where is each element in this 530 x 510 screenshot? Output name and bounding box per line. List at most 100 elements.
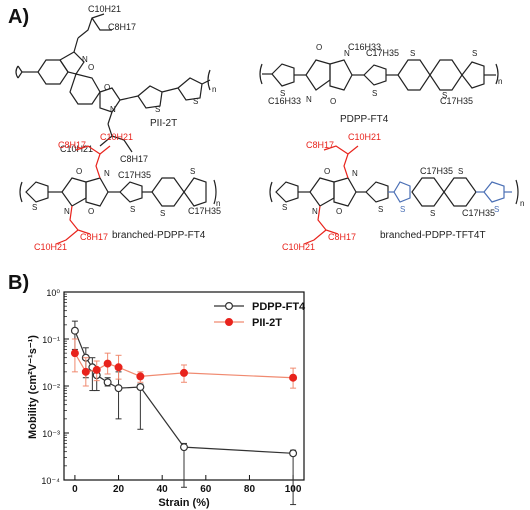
panel-a-label: A) (8, 6, 30, 28)
svg-text:O: O (76, 167, 82, 176)
pii-chain-c10h21-bottom: C10H21 (60, 144, 93, 154)
svg-text:S: S (160, 209, 165, 218)
data-point-0 (289, 449, 298, 458)
data-point-1 (114, 363, 123, 372)
chart-layer: 0 20 40 60 80 10010⁰10⁻¹10⁻²10⁻³10⁻⁴PDPP-FT4P… (41, 288, 306, 506)
branched-pdpp-tft4t-labels: C8H17 C10H21 C17H35 C17H35 C10H21 C8H17 … (282, 132, 524, 252)
svg-text:S: S (430, 209, 435, 218)
svg-text:S: S (155, 105, 160, 114)
data-point-1 (70, 349, 79, 358)
btft4t-chain-c17h35-top: C17H35 (420, 166, 453, 176)
svg-text:N: N (110, 105, 116, 114)
data-point-1 (180, 368, 189, 377)
svg-text:S: S (193, 97, 198, 106)
y-tick-label: 10⁻¹ (42, 335, 60, 345)
svg-text:N: N (306, 95, 312, 104)
pdpp-chain-c16h33-top: C16H33 (348, 42, 381, 52)
svg-text:N: N (352, 169, 358, 178)
btft4t-chain-c10h21-top: C10H21 (348, 132, 381, 142)
svg-text:N: N (104, 169, 110, 178)
data-point-0 (136, 383, 145, 392)
structure-branched-pdpp-tft4t (269, 145, 519, 245)
branched-pdpp-ft4-labels: C8H17 C10H21 C17H35 C17H35 C10H21 C8H17 … (32, 132, 221, 252)
btft4t-repeat-n: n (520, 199, 524, 208)
data-point-1 (103, 359, 112, 368)
pii-2t-name: PII-2T (150, 118, 177, 129)
svg-text:S: S (494, 205, 499, 214)
pdpp-chain-c17h35-bottom: C17H35 (440, 96, 473, 106)
pii-repeat-n: n (212, 85, 216, 94)
structure-pdpp-ft4 (259, 59, 499, 91)
bft4-chain-c8h17-bottom: C8H17 (80, 232, 108, 242)
svg-text:N: N (344, 49, 350, 58)
y-tick-label: 10⁻² (42, 382, 60, 392)
data-point-1 (81, 367, 90, 376)
data-point-1 (92, 365, 101, 374)
svg-text:S: S (130, 205, 135, 214)
svg-text:O: O (104, 83, 110, 92)
svg-text:S: S (458, 167, 463, 176)
y-tick-label: 10⁰ (46, 288, 60, 298)
svg-text:S: S (400, 205, 405, 214)
bft4-chain-c10h21-bottom: C10H21 (34, 242, 67, 252)
bft4-chain-c10h21-top: C10H21 (100, 132, 133, 142)
branched-pdpp-tft4t-name: branched-PDPP-TFT4T (380, 230, 486, 241)
structure-pii-2t (15, 13, 211, 153)
btft4t-chain-c17h35-bottom: C17H35 (462, 208, 495, 218)
pdpp-chain-c16h33-bottom: C16H33 (268, 96, 301, 106)
legend-marker-1 (225, 317, 234, 326)
bft4-repeat-n: n (216, 199, 220, 208)
data-point-0 (114, 384, 123, 393)
pii-chain-c8h17-top: C8H17 (108, 22, 136, 32)
bft4-chain-c8h17-top: C8H17 (58, 140, 86, 150)
svg-text:N: N (82, 55, 88, 64)
svg-text:S: S (190, 167, 195, 176)
svg-text:O: O (330, 97, 336, 106)
svg-text:S: S (32, 203, 37, 212)
bft4-chain-c17h35-top: C17H35 (118, 170, 151, 180)
pii-chain-c8h17-bottom: C8H17 (120, 154, 148, 164)
svg-text:N: N (64, 207, 70, 216)
svg-text:S: S (442, 91, 447, 100)
x-tick-label: 80 (244, 484, 256, 495)
legend-marker-0 (225, 301, 234, 310)
svg-text:O: O (324, 167, 330, 176)
svg-text:O: O (88, 207, 94, 216)
legend-label-0: PDPP-FT4 (252, 301, 306, 313)
series-line-0 (74, 330, 294, 454)
pii-chain-c10h21-top: C10H21 (88, 4, 121, 14)
data-point-0 (180, 443, 189, 452)
y-axis-label: Mobility (cm²V⁻¹s⁻¹) (27, 335, 39, 439)
mobility-strain-chart: 0 20 40 60 80 10010⁰10⁻¹10⁻²10⁻³10⁻⁴PDPP-FT4P… (27, 288, 306, 509)
pdpp-repeat-n: n (498, 77, 502, 86)
pdpp-chain-c17h35-top: C17H35 (366, 48, 399, 58)
svg-text:O: O (336, 207, 342, 216)
btft4t-chain-c8h17-bottom: C8H17 (328, 232, 356, 242)
bft4-chain-c17h35-bottom: C17H35 (188, 206, 221, 216)
legend-label-1: PII-2T (252, 317, 282, 329)
svg-text:S: S (372, 89, 377, 98)
svg-text:S: S (378, 205, 383, 214)
data-point-1 (136, 372, 145, 381)
structure-branched-pdpp-ft4 (19, 145, 217, 245)
svg-text:S: S (410, 49, 415, 58)
x-tick-label: 0 (72, 484, 78, 495)
y-tick-label: 10⁻³ (42, 429, 60, 439)
data-point-0 (103, 378, 112, 387)
pdpp-ft4-name: PDPP-FT4 (340, 114, 389, 125)
y-tick-label: 10⁻⁴ (41, 476, 60, 486)
x-axis-label: Strain (%) (158, 497, 210, 509)
branched-pdpp-ft4-name: branched-PDPP-FT4 (112, 230, 206, 241)
pii-2t-labels: C10H21 C8H17 C10H21 C8H17 N O O N S S n … (60, 4, 216, 164)
svg-text:O: O (316, 43, 322, 52)
svg-text:S: S (282, 203, 287, 212)
data-point-0 (70, 326, 79, 335)
svg-text:N: N (312, 207, 318, 216)
svg-text:O: O (88, 63, 94, 72)
x-tick-label: 20 (113, 484, 125, 495)
pdpp-ft4-labels: O N C16H33 C17H35 C17H35 N C16H33 O S S … (268, 42, 502, 125)
x-tick-label: 60 (200, 484, 212, 495)
chemical-structures: C10H21 C8H17 C10H21 C8H17 N O O N S S n … (15, 4, 524, 252)
svg-text:S: S (472, 49, 477, 58)
data-point-1 (289, 373, 298, 382)
